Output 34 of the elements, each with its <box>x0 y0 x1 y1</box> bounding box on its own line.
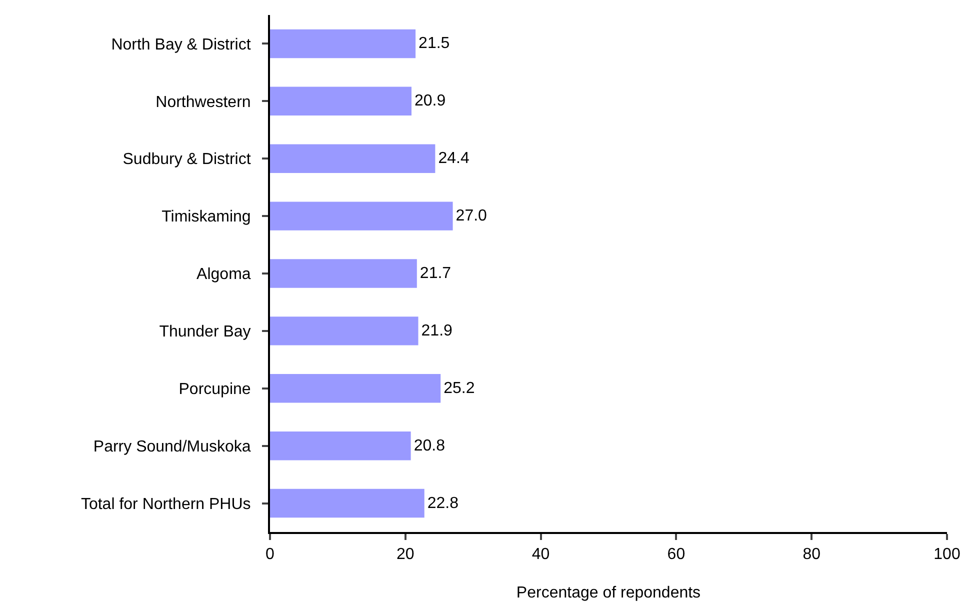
y-tick-label: Thunder Bay <box>159 324 251 341</box>
bar <box>270 316 418 346</box>
data-label: 21.7 <box>420 265 452 282</box>
data-label: 21.5 <box>418 35 450 52</box>
x-tick-label: 20 <box>396 546 414 564</box>
data-label: 20.9 <box>414 92 446 110</box>
bar <box>270 144 436 173</box>
x-axis-title: Percentage of repondents <box>516 584 701 602</box>
data-label: 25.2 <box>444 380 475 397</box>
x-tick-label: 80 <box>802 546 821 564</box>
bar <box>270 202 453 230</box>
bar <box>270 29 416 58</box>
y-tick-label: North Bay & District <box>111 36 252 54</box>
y-tick-label: Porcupine <box>178 380 251 398</box>
bar <box>270 86 412 116</box>
data-label: 22.8 <box>427 494 459 512</box>
y-tick-label: Sudbury & District <box>122 151 252 168</box>
bar <box>270 374 441 403</box>
data-label: 24.4 <box>438 150 470 168</box>
x-tick-label: 60 <box>667 546 686 564</box>
y-tick-label: Timiskaming <box>162 208 251 226</box>
data-label: 27.0 <box>456 208 488 225</box>
x-tick-label: 40 <box>532 546 550 564</box>
y-tick-label: Algoma <box>196 266 251 284</box>
y-tick-label: Parry Sound/Muskoka <box>93 438 251 456</box>
x-tick-label: 0 <box>266 546 275 564</box>
x-tick-label: 100 <box>934 546 960 564</box>
y-tick-label: Northwestern <box>156 94 251 111</box>
data-label: 20.8 <box>414 437 446 454</box>
y-tick-label: Total for Northern PHUs <box>80 496 251 513</box>
data-label: 21.9 <box>421 322 452 340</box>
bar <box>270 259 417 288</box>
bar <box>270 431 411 460</box>
bar <box>270 488 424 518</box>
